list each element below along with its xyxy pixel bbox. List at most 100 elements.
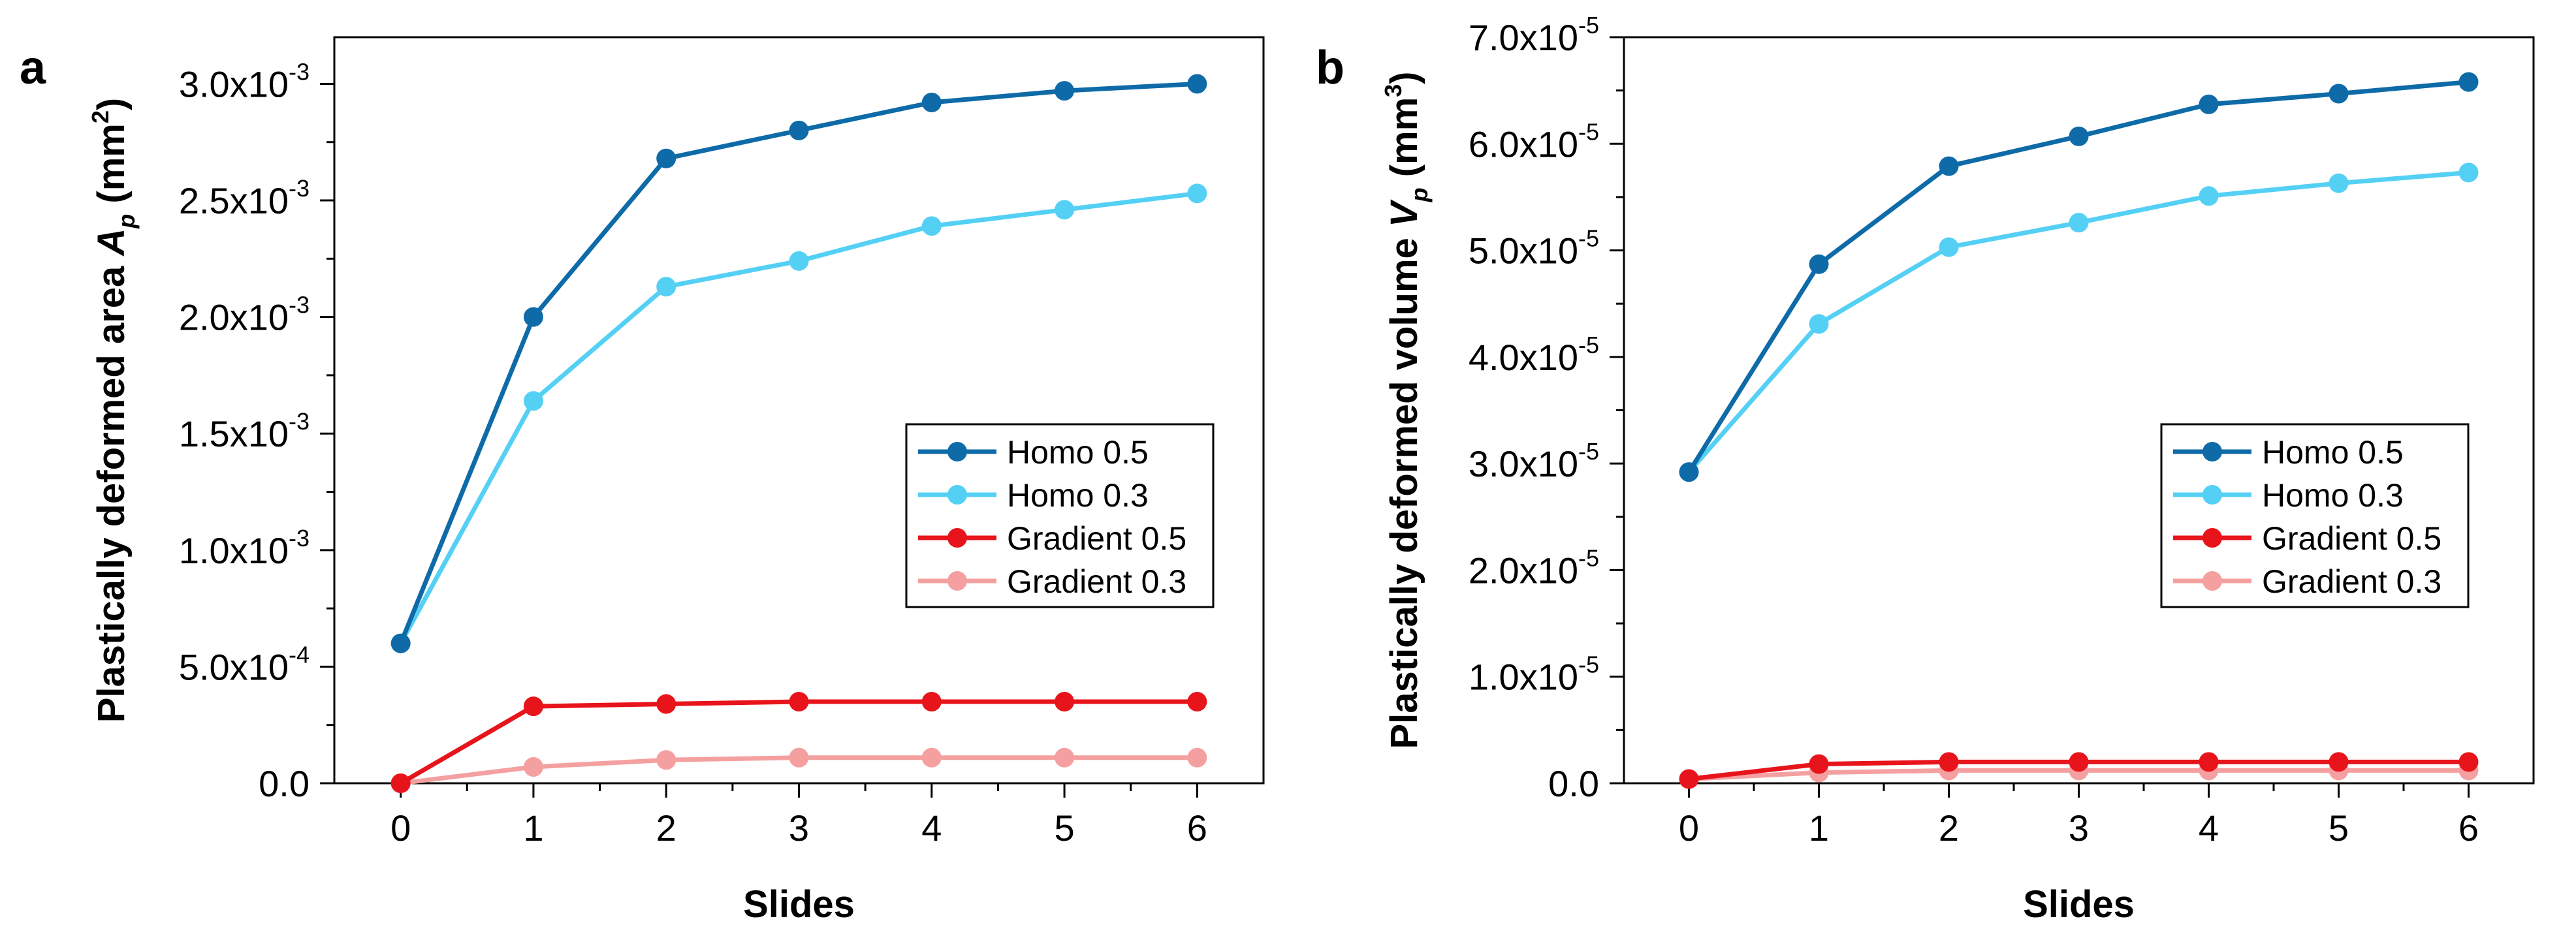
legend-marker [2202,571,2222,591]
x-tick-label: 6 [1187,807,1207,849]
y-axis-label-close: ) [90,98,133,110]
data-point [1679,462,1699,482]
data-point [921,747,942,768]
x-tick-label-text: 2 [1939,807,1959,849]
data-point [2069,752,2089,772]
x-tick-label-text: 2 [656,807,676,849]
legend: Homo 0.5 Homo 0.3 Gradient 0.5 Gradient 0.3 [2160,423,2470,608]
x-tick-label: 6 [2458,807,2479,849]
data-point [2458,72,2479,92]
y-tick-label-base: 1.5x10 [179,413,289,454]
x-axis-label-text: Slides [2023,883,2135,926]
y-tick-label: 6.0x10-5 [1469,118,1599,164]
data-point [2458,163,2479,183]
y-tick-label-exponent: -3 [289,58,310,85]
y-tick-label-base: 1.0x10 [1469,657,1578,698]
y-tick-label-exponent: -3 [289,175,310,202]
y-tick-label: 0.0 [1548,763,1599,804]
series-gradient-03 [390,747,1207,793]
y-tick-label-exponent: -4 [289,641,310,668]
y-tick-label: 2.5x10-3 [179,175,310,221]
legend-label-text: Homo 0.3 [1007,477,1149,514]
series-homo-05 [1679,72,2479,482]
legend-marker [2202,485,2222,505]
data-point [1187,74,1207,94]
y-axis-label: Plastically deformed volume Vp (mm3) [1380,71,1433,749]
y-tick-label-base: 0.0 [1548,763,1599,804]
legend-label: Gradient 0.5 [2262,520,2441,557]
axes-frame [333,36,1265,785]
y-tick-label-base: 1.0x10 [179,530,289,571]
data-point [2069,213,2089,233]
x-tick-label: 4 [921,807,942,849]
y-tick-label: 1.0x10-5 [1469,651,1599,698]
legend-label: Gradient 0.3 [2262,563,2441,600]
data-point [656,277,676,297]
x-tick-label: 5 [1054,807,1074,849]
data-point [789,747,809,768]
x-tick-label: 3 [789,807,809,849]
y-tick-label-base: 2.5x10 [179,180,289,221]
legend-label-text: Gradient 0.3 [2262,563,2441,600]
y-tick-label-base: 3.0x10 [1469,443,1578,484]
data-point [656,750,676,770]
x-tick-label-text: 0 [390,807,411,849]
data-point [523,757,543,777]
data-point [2199,94,2219,114]
data-point [656,148,676,168]
chart-panel-a: 0 1 2 3 4 5 60.05.0x10-41.0x10-31.5x10-32.0x10… [20,36,1265,926]
y-axis-label-subscript: p [113,214,140,229]
y-tick-label: 1.0x10-3 [179,525,310,571]
x-tick-label-text: 5 [2329,807,2349,849]
y-axis-label-variable: A [90,228,133,257]
y-tick-label-base: 7.0x10 [1469,17,1578,58]
y-tick-label-exponent: -5 [1578,651,1599,678]
y-tick-label-exponent: -5 [1578,438,1599,465]
data-point [1809,314,1829,334]
y-tick-label-exponent: -5 [1578,12,1599,39]
y-tick-label: 5.0x10-5 [1469,225,1599,272]
data-point [1187,183,1207,204]
y-tick-label-exponent: -5 [1578,225,1599,252]
panel-label: a [20,42,46,94]
data-point [1809,754,1829,774]
data-point [1679,769,1699,789]
legend-label: Homo 0.3 [1007,477,1149,514]
y-axis-label-main: Plastically deformed area [90,256,133,723]
x-tick-label-text: 6 [2458,807,2479,849]
series-gradient-05 [390,691,1207,793]
data-point [523,307,543,327]
x-tick-label-text: 4 [921,807,942,849]
panel-label: b [1316,42,1344,94]
y-tick-label: 4.0x10-5 [1469,332,1599,378]
x-tick-label: 3 [2069,807,2089,849]
x-tick-label-text: 3 [2069,807,2089,849]
series-homo-05 [390,74,1207,653]
x-tick-label: 4 [2199,807,2219,849]
legend-label-text: Homo 0.3 [2262,477,2404,514]
y-tick-label: 3.0x10-3 [179,58,310,104]
x-tick-label-text: 0 [1679,807,1699,849]
legend-label-text: Gradient 0.5 [2262,520,2441,557]
legend-marker [2202,528,2222,548]
y-tick-label-exponent: -3 [289,292,310,319]
y-tick-label-exponent: -3 [289,525,310,552]
data-point [1187,691,1207,711]
x-tick-label: 5 [2329,807,2349,849]
data-point [523,391,543,411]
y-tick-label-base: 5.0x10 [179,646,289,687]
y-tick-label-exponent: -5 [1578,332,1599,358]
y-tick-label-exponent: -3 [289,408,310,435]
y-tick-label-base: 4.0x10 [1469,337,1578,378]
data-point [2069,126,2089,146]
series-line [399,699,1198,786]
legend-label: Homo 0.5 [1007,434,1149,471]
data-point [656,694,676,714]
legend: Homo 0.5 Homo 0.3 Gradient 0.5 Gradient 0.3 [905,423,1215,608]
data-point [1187,747,1207,768]
y-tick-label: 2.0x10-3 [179,292,310,338]
x-tick-label: 1 [523,807,543,849]
legend-marker [2202,442,2222,461]
data-point [789,120,809,140]
panel-label-text: b [1316,42,1344,94]
